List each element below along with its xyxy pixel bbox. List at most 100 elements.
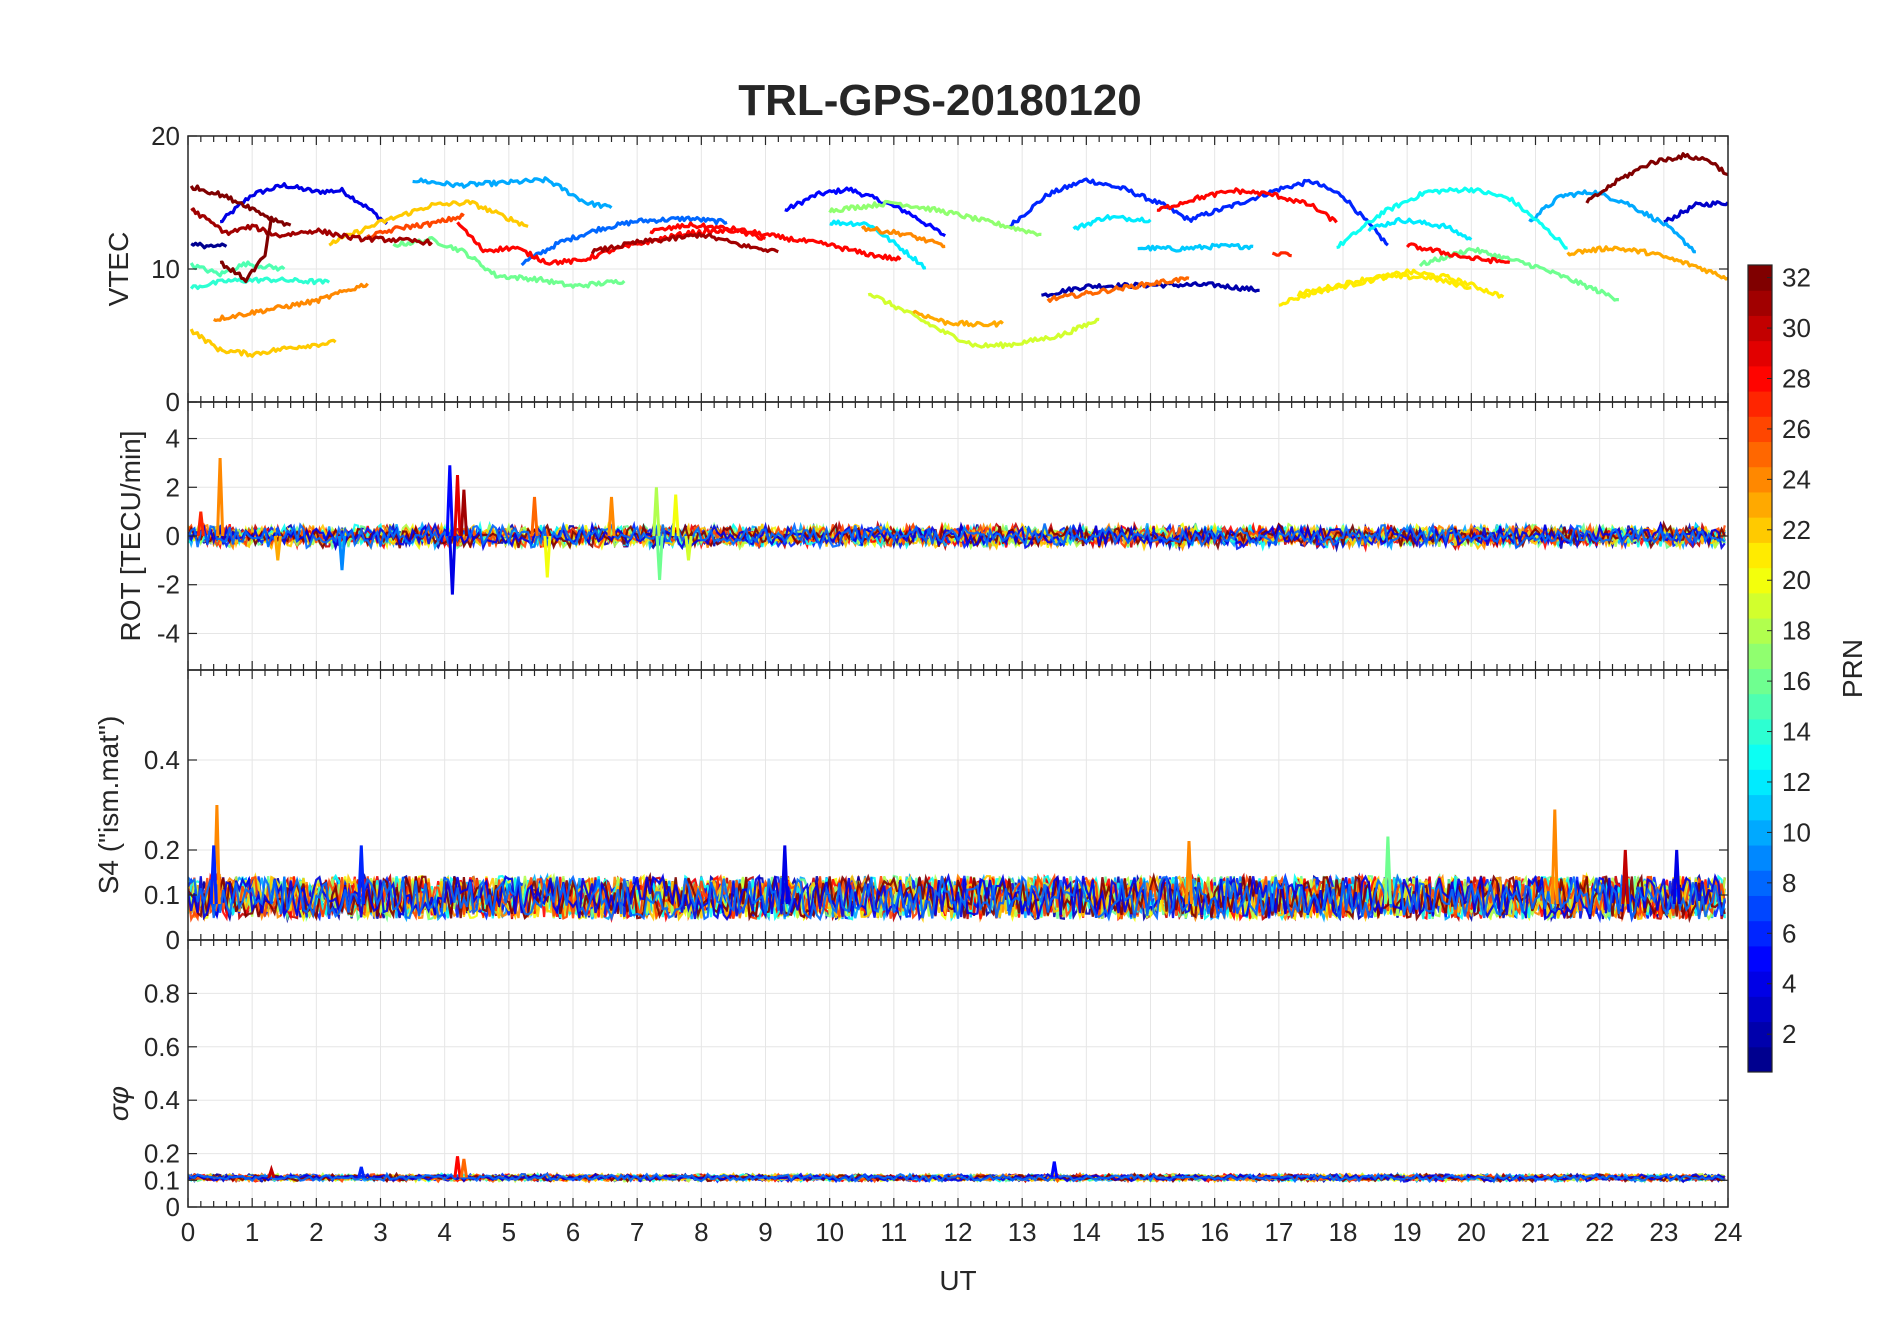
x-tick-label: 6	[566, 1217, 580, 1247]
vtec-series-prn-23	[1566, 245, 1728, 281]
x-tick-label: 4	[437, 1217, 451, 1247]
spike-prn-6	[357, 1166, 366, 1178]
vtec-series-prn-23	[912, 309, 1004, 328]
vtec-series-prn-22	[189, 328, 337, 358]
colorbar-tick-label: 18	[1782, 616, 1811, 646]
y-axis-label: VTEC	[103, 232, 134, 307]
vtec-series-prn-1	[190, 241, 228, 250]
spike-prn-27	[196, 511, 205, 537]
x-tick-label: 1	[245, 1217, 259, 1247]
vtec-series-prn-19	[867, 292, 1100, 349]
x-tick-label: 15	[1136, 1217, 1165, 1247]
colorbar-tick-label: 8	[1782, 868, 1796, 898]
vtec-series-prn-28	[1405, 242, 1511, 265]
x-tick-label: 5	[502, 1217, 516, 1247]
spike-prn-30	[1621, 849, 1630, 905]
x-tick-label: 18	[1329, 1217, 1358, 1247]
spike-prn-20	[671, 494, 680, 537]
y-tick-label: 0.8	[144, 978, 180, 1008]
x-tick-label: 3	[373, 1217, 387, 1247]
spike-prn-4	[780, 845, 789, 905]
y-tick-label: 0.1	[144, 880, 180, 910]
colorbar-bin-27	[1748, 391, 1772, 417]
x-tick-label: 23	[1649, 1217, 1678, 1247]
y-axis-label: S4 ("ism.mat")	[93, 716, 124, 895]
colorbar-bin-1	[1748, 1046, 1772, 1073]
spike-prn-24	[216, 457, 225, 537]
vtec-series-prn-32	[189, 184, 292, 227]
y-tick-label: 4	[166, 424, 180, 454]
x-tick-label: 12	[944, 1217, 973, 1247]
vtec-series-prn-15	[189, 260, 286, 278]
noise-trace-prn-8	[188, 1171, 1726, 1184]
vtec-series-prn-24	[213, 282, 369, 322]
vtec-series-prn-10	[1528, 189, 1696, 254]
spike-prn-23	[273, 535, 282, 561]
noise-trace-prn-4	[188, 1172, 1725, 1183]
spike-prn-20	[543, 535, 552, 578]
spike-prn-16	[655, 535, 664, 580]
panel-data	[188, 1156, 1726, 1184]
colorbar-tick-label: 32	[1782, 263, 1811, 293]
colorbar-tick-label: 10	[1782, 817, 1811, 847]
colorbar-label: PRN	[1837, 639, 1868, 698]
y-tick-label: 2	[166, 472, 180, 502]
vtec-series-prn-6	[1187, 178, 1389, 247]
colorbar-bin-9	[1748, 845, 1772, 871]
x-tick-label: 11	[880, 1217, 907, 1247]
panel-3: 0 0.1 0.2 0.4 S4 ("ism.mat")	[93, 669, 1729, 955]
vtec-series-prn-31	[190, 207, 433, 247]
y-tick-label: 0.2	[144, 1139, 180, 1169]
vtec-series-prn-16	[392, 236, 626, 289]
colorbar-bin-7	[1748, 895, 1772, 922]
y-tick-label: 0	[166, 925, 180, 955]
spike-prn-6	[209, 845, 218, 905]
colorbar-bin-13	[1748, 744, 1772, 770]
x-tick-label: 19	[1393, 1217, 1422, 1247]
colorbar-bin-3	[1748, 996, 1772, 1023]
colorbar-bin-11	[1748, 794, 1772, 821]
panel-1: 0 10 20 VTEC	[103, 121, 1729, 417]
x-tick-label: 8	[694, 1217, 708, 1247]
x-tick-label: 17	[1264, 1217, 1293, 1247]
x-tick-label: 0	[181, 1217, 195, 1247]
y-tick-label: 20	[151, 121, 180, 151]
vtec-series-prn-13	[1336, 186, 1568, 250]
vtec-series-prn-27	[1271, 251, 1292, 258]
vtec-series-prn-17	[828, 199, 1042, 237]
colorbar-tick-label: 12	[1782, 767, 1811, 797]
y-tick-label: 0	[166, 521, 180, 551]
spike-prn-5	[1050, 1161, 1059, 1178]
panel-4: 00.10.2 0.4 0.6 0.8 σφ	[103, 939, 1729, 1222]
colorbar-bin-5	[1748, 945, 1772, 972]
colorbar-bin-17	[1748, 643, 1772, 669]
chart-title: TRL-GPS-20180120	[738, 76, 1142, 125]
colorbar-frame	[1747, 264, 1773, 1073]
spike-prn-25	[530, 496, 539, 537]
colorbar-tick-label: 4	[1782, 969, 1796, 999]
vtec-series-prn-22	[328, 199, 529, 247]
colorbar-bin-19	[1748, 592, 1772, 619]
spike-prn-18	[652, 487, 661, 537]
vtec-series-prn-25	[1046, 276, 1190, 303]
vtec-series-prn-3	[1663, 200, 1728, 224]
y-tick-label: 0.4	[144, 1085, 180, 1115]
spike-prn-31	[459, 489, 468, 537]
y-tick-label: 0	[166, 1192, 180, 1222]
spike-prn-5	[445, 465, 454, 537]
spike-prn-24	[1184, 840, 1194, 905]
vtec-series-prn-28	[649, 221, 902, 262]
colorbar-bin-23	[1748, 491, 1772, 518]
spike-prn-16	[1383, 836, 1392, 905]
colorbar-bin-29	[1748, 340, 1772, 367]
vtec-series-prn-26	[366, 212, 465, 240]
y-tick-label: 10	[151, 254, 180, 284]
vtec-series-prn-24	[860, 225, 946, 249]
x-tick-label: 2	[309, 1217, 323, 1247]
x-tick-label: 24	[1714, 1217, 1743, 1247]
spike-prn-24	[1550, 809, 1559, 905]
vtec-series-prn-32	[219, 216, 273, 284]
vtec-series-prn-12	[829, 219, 927, 270]
spike-prn-4	[1672, 849, 1681, 905]
noise-trace-prn-8	[188, 873, 1726, 922]
